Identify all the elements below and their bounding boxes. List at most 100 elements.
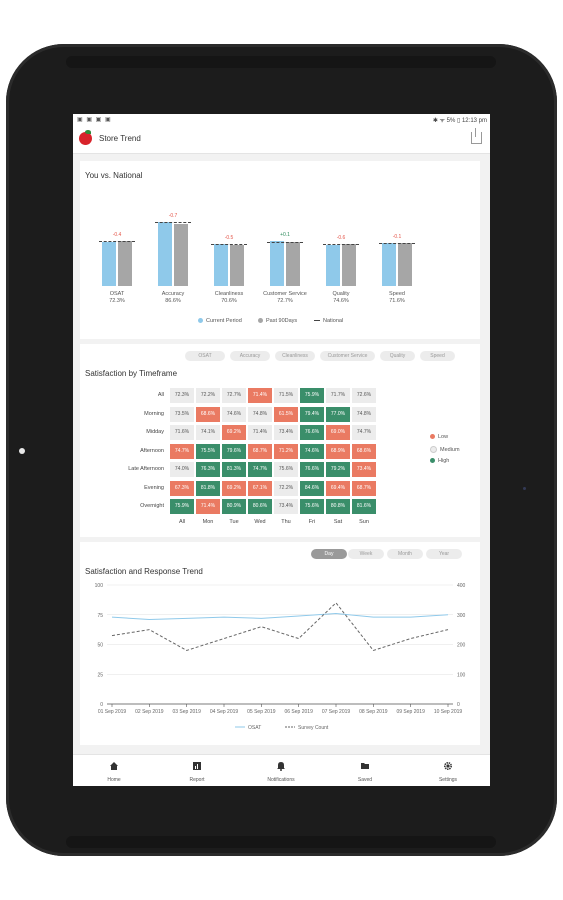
tablet-speaker-top bbox=[66, 56, 496, 68]
heatmap-cell[interactable]: 72.2% bbox=[274, 480, 298, 496]
heatmap-cell[interactable]: 61.5% bbox=[274, 406, 298, 422]
heatmap-cell[interactable]: 77.0% bbox=[326, 406, 350, 422]
heatmap-cell[interactable]: 81.6% bbox=[352, 499, 376, 514]
heatmap-cell[interactable]: 80.8% bbox=[326, 499, 350, 514]
heatmap-cell[interactable]: 74.6% bbox=[222, 406, 246, 422]
heatmap-cell[interactable]: 69.0% bbox=[326, 425, 350, 440]
x-tick-label: 01 Sep 2019 bbox=[98, 709, 127, 715]
heatmap-cell[interactable]: 79.6% bbox=[222, 443, 246, 459]
filter-chip-cleanliness[interactable]: Cleanliness bbox=[275, 351, 315, 361]
heatmap-cell[interactable]: 76.6% bbox=[300, 462, 324, 477]
heatmap-cell[interactable]: 73.4% bbox=[274, 499, 298, 514]
heatmap-cell[interactable]: 75.9% bbox=[170, 499, 194, 514]
bar-diff-label: -0.4 bbox=[112, 232, 122, 239]
you-vs-national-card: You vs. National -0.4 OSAT 72.3% -0.7 Accura… bbox=[80, 161, 480, 339]
status-bar: ▣ ▣ ▣ ▣ ✱ ᯤ 5% ▯ 12:13 pm bbox=[73, 114, 490, 125]
heatmap-cell[interactable]: 69.4% bbox=[326, 480, 350, 496]
heatmap-cell[interactable]: 74.6% bbox=[300, 443, 324, 459]
you-vs-national-title: You vs. National bbox=[85, 171, 143, 180]
heatmap-cell[interactable]: 80.6% bbox=[248, 499, 272, 514]
filter-chip-accuracy[interactable]: Accuracy bbox=[230, 351, 270, 361]
heatmap-cell[interactable]: 79.4% bbox=[300, 406, 324, 422]
nav-settings[interactable]: Settings bbox=[418, 755, 478, 786]
heatmap-col-label: Mon bbox=[202, 518, 214, 525]
heatmap-cell[interactable]: 73.4% bbox=[274, 425, 298, 440]
heatmap-cell[interactable]: 69.2% bbox=[222, 425, 246, 440]
heatmap-cell[interactable]: 72.3% bbox=[170, 388, 194, 403]
heatmap-cell[interactable]: 75.5% bbox=[196, 443, 220, 459]
heatmap-cell[interactable]: 68.7% bbox=[352, 480, 376, 496]
tab-year[interactable]: Year bbox=[426, 549, 462, 559]
heatmap-cell[interactable]: 75.6% bbox=[300, 499, 324, 514]
heatmap-cell[interactable]: 73.4% bbox=[352, 462, 376, 477]
heatmap-cell[interactable]: 76.3% bbox=[196, 462, 220, 477]
heatmap-cell[interactable]: 67.3% bbox=[170, 480, 194, 496]
heatmap-cell[interactable]: 81.8% bbox=[196, 480, 220, 496]
bar-category-label: Quality 74.6% bbox=[332, 291, 350, 304]
bar-current-3 bbox=[270, 241, 284, 286]
heatmap-cell[interactable]: 74.0% bbox=[170, 462, 194, 477]
heatmap-cell[interactable]: 69.2% bbox=[222, 480, 246, 496]
legend-label: OSAT bbox=[248, 725, 261, 731]
heatmap-cell[interactable]: 81.3% bbox=[222, 462, 246, 477]
heatmap-cell[interactable]: 76.6% bbox=[300, 425, 324, 440]
bar-current-5 bbox=[382, 242, 396, 286]
heatmap-cell[interactable]: 84.6% bbox=[300, 480, 324, 496]
filter-chip-customer-service[interactable]: Customer Service bbox=[320, 351, 375, 361]
heatmap-cell[interactable]: 71.7% bbox=[326, 388, 350, 403]
heatmap-cell[interactable]: 68.6% bbox=[352, 443, 376, 459]
heatmap-cell[interactable]: 71.6% bbox=[170, 425, 194, 440]
x-tick-label: 04 Sep 2019 bbox=[210, 709, 239, 715]
heatmap-cell[interactable]: 79.2% bbox=[326, 462, 350, 477]
tab-day[interactable]: Day bbox=[311, 549, 347, 559]
heatmap-cell[interactable]: 67.1% bbox=[248, 480, 272, 496]
heatmap-cell[interactable]: 68.9% bbox=[326, 443, 350, 459]
heatmap-cell[interactable]: 71.4% bbox=[248, 425, 272, 440]
heatmap-cell[interactable]: 68.7% bbox=[248, 443, 272, 459]
heatmap-cell[interactable]: 73.5% bbox=[170, 406, 194, 422]
tab-week[interactable]: Week bbox=[348, 549, 384, 559]
page-title: Store Trend bbox=[99, 134, 141, 143]
heatmap-col-label: All bbox=[178, 518, 186, 525]
filter-chip-osat[interactable]: OSAT bbox=[185, 351, 225, 361]
bar-diff-label: +0.1 bbox=[280, 232, 290, 239]
tab-month[interactable]: Month bbox=[387, 549, 423, 559]
x-tick-label: 02 Sep 2019 bbox=[135, 709, 164, 715]
heatmap-cell[interactable]: 75.9% bbox=[300, 388, 324, 403]
light-sensor bbox=[523, 487, 526, 490]
heatmap-cell[interactable]: 74.7% bbox=[170, 443, 194, 459]
heatmap-cell[interactable]: 72.2% bbox=[196, 388, 220, 403]
heatmap-cell[interactable]: 74.8% bbox=[352, 406, 376, 422]
x-tick-label: 05 Sep 2019 bbox=[247, 709, 276, 715]
bar-current-0 bbox=[102, 241, 116, 286]
y-left-tick-label: 0 bbox=[100, 702, 103, 708]
heatmap-cell[interactable]: 72.6% bbox=[352, 388, 376, 403]
share-icon[interactable] bbox=[471, 128, 482, 144]
heatmap-cell[interactable]: 74.1% bbox=[196, 425, 220, 440]
heatmap-row-label: Midday bbox=[146, 429, 164, 435]
heatmap-cell[interactable]: 68.6% bbox=[196, 406, 220, 422]
heatmap-cell[interactable]: 74.8% bbox=[248, 406, 272, 422]
heatmap-cell[interactable]: 80.9% bbox=[222, 499, 246, 514]
heatmap-cell[interactable]: 71.5% bbox=[274, 388, 298, 403]
y-right-tick-label: 100 bbox=[457, 672, 466, 678]
y-right-tick-label: 0 bbox=[457, 702, 460, 708]
heatmap-cell[interactable]: 71.4% bbox=[248, 388, 272, 403]
heatmap-cell[interactable]: 75.6% bbox=[274, 462, 298, 477]
nav-home[interactable]: Home bbox=[84, 755, 144, 786]
heatmap-cell[interactable]: 74.7% bbox=[352, 425, 376, 440]
heatmap-cell[interactable]: 71.4% bbox=[196, 499, 220, 514]
heatmap-legend-high: High bbox=[430, 458, 449, 464]
bar-current-1 bbox=[158, 222, 172, 286]
heatmap-cell[interactable]: 72.7% bbox=[222, 388, 246, 403]
heatmap-cell[interactable]: 74.7% bbox=[248, 462, 272, 477]
nav-notifications[interactable]: Notifications bbox=[251, 755, 311, 786]
national-marker-5 bbox=[379, 242, 415, 244]
heatmap-cell[interactable]: 71.2% bbox=[274, 443, 298, 459]
nav-report[interactable]: Report bbox=[167, 755, 227, 786]
filter-chip-speed[interactable]: Speed bbox=[420, 351, 455, 361]
filter-chip-quality[interactable]: Quality bbox=[380, 351, 415, 361]
status-notification-icons: ▣ ▣ ▣ ▣ bbox=[77, 117, 112, 123]
nav-saved[interactable]: Saved bbox=[335, 755, 395, 786]
legend-dot-icon bbox=[430, 446, 437, 453]
